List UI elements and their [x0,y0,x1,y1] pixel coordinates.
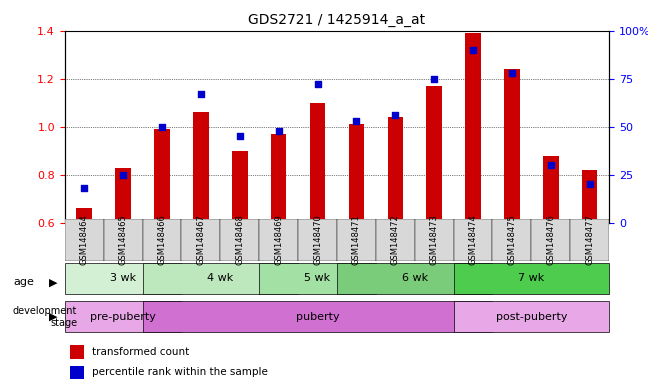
Point [273,127,284,134]
Text: pre-puberty: pre-puberty [90,312,156,322]
Text: GSM148477: GSM148477 [585,215,594,265]
Text: GSM148468: GSM148468 [235,215,244,265]
Bar [70,345,84,359]
Text: GSM148465: GSM148465 [119,215,128,265]
Bar [454,219,492,261]
Bar [154,129,170,223]
FancyBboxPatch shape [65,301,181,332]
Point [468,47,478,53]
Point [118,172,128,178]
Title: GDS2721 / 1425914_a_at: GDS2721 / 1425914_a_at [248,13,426,27]
Text: percentile rank within the sample: percentile rank within the sample [92,367,268,377]
FancyBboxPatch shape [337,263,492,294]
Text: 6 wk: 6 wk [402,273,428,283]
FancyBboxPatch shape [454,263,609,294]
Bar [271,134,286,223]
Text: GSM148469: GSM148469 [274,215,283,265]
Bar [310,103,325,223]
FancyBboxPatch shape [259,263,376,294]
Text: GSM148476: GSM148476 [546,215,555,265]
Bar [531,219,570,261]
Point [196,91,206,97]
Bar [220,219,259,261]
Bar [143,219,181,261]
Text: 4 wk: 4 wk [207,273,233,283]
Point [507,70,517,76]
Point [390,112,400,118]
Point [546,162,556,168]
Point [584,181,595,187]
Text: GSM148475: GSM148475 [507,215,516,265]
Bar [337,219,376,261]
Text: development
stage: development stage [13,306,77,328]
Text: post-puberty: post-puberty [496,312,567,322]
Bar [104,219,143,261]
Text: GSM148470: GSM148470 [313,215,322,265]
Text: GSM148473: GSM148473 [430,215,439,265]
Bar [181,219,220,261]
Bar [415,219,454,261]
Text: 3 wk: 3 wk [110,273,136,283]
Bar [492,219,531,261]
Bar [570,219,609,261]
Bar [543,156,559,223]
Bar [193,112,209,223]
Text: 5 wk: 5 wk [305,273,330,283]
Bar [232,151,248,223]
Text: age: age [13,277,34,287]
Text: transformed count: transformed count [92,347,190,357]
Text: ▶: ▶ [49,312,57,322]
Bar [388,117,403,223]
Text: GSM148474: GSM148474 [469,215,478,265]
Text: GSM148466: GSM148466 [157,215,167,265]
Bar [426,86,442,223]
Point [235,133,245,139]
Text: GSM148464: GSM148464 [80,215,89,265]
Point [79,185,89,191]
FancyBboxPatch shape [454,301,609,332]
Bar [376,219,415,261]
Text: puberty: puberty [295,312,340,322]
Point [429,76,439,82]
FancyBboxPatch shape [65,263,181,294]
Text: GSM148467: GSM148467 [196,215,205,265]
Bar [465,33,481,223]
Bar [259,219,298,261]
Point [351,118,362,124]
Bar [349,124,364,223]
Text: ▶: ▶ [49,277,57,287]
Bar [504,69,520,223]
Bar [115,167,131,223]
FancyBboxPatch shape [143,263,298,294]
FancyBboxPatch shape [143,301,492,332]
Point [157,124,167,130]
Text: 7 wk: 7 wk [518,273,544,283]
Bar [582,170,597,223]
Bar [70,366,84,379]
Text: GSM148471: GSM148471 [352,215,361,265]
Bar [298,219,337,261]
Point [312,81,323,88]
Bar [76,208,92,223]
Text: GSM148472: GSM148472 [391,215,400,265]
Bar [65,219,104,261]
